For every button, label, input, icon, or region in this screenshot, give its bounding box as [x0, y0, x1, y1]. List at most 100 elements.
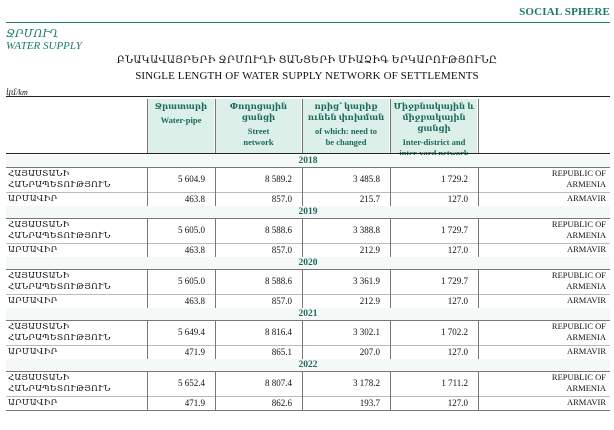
column-header: Ջրատարի Water-pipe — [148, 99, 214, 153]
column-divider — [302, 167, 303, 192]
table-title-en: SINGLE LENGTH OF WATER SUPPLY NETWORK OF… — [135, 70, 479, 82]
column-divider — [302, 294, 303, 308]
region-name-en: REPUBLIC OF ARMENIA — [552, 270, 606, 292]
column-header-am: ցանցի — [241, 112, 276, 122]
row-rule — [6, 167, 610, 168]
sphere-label: SOCIAL SPHERE — [519, 6, 610, 18]
region-name-am-line: ՀԱՆՐԱՊԵՏՈՒԹՅՈՒՆ — [8, 281, 111, 291]
column-divider — [478, 345, 479, 359]
column-divider — [215, 320, 216, 345]
column-divider — [302, 371, 303, 396]
value-cell: 212.9 — [359, 295, 380, 306]
value-cell: 8 588.6 — [265, 276, 292, 286]
column-divider — [215, 167, 216, 192]
value-cell: 3 388.8 — [353, 225, 380, 235]
region-name-en: REPUBLIC OF ARMENIA — [552, 219, 606, 241]
value-cell: 463.8 — [184, 295, 205, 306]
value-cell: 857.0 — [271, 193, 292, 204]
region-name-en-line: REPUBLIC OF — [551, 372, 606, 382]
value-cell: 8 588.6 — [265, 225, 292, 235]
region-name-am-line: ՀԱՅԱՍՏԱՆԻ — [8, 270, 70, 280]
column-divider — [215, 371, 216, 396]
value-cell: 471.9 — [184, 397, 205, 408]
value-cell: 862.6 — [271, 397, 292, 408]
column-divider — [478, 294, 479, 308]
region-name-am-line: ՀԱՆՐԱՊԵՏՈՒԹՅՈՒՆ — [8, 332, 111, 342]
value-cell: 1 729.7 — [441, 276, 468, 286]
value-cell: 1 729.2 — [441, 174, 468, 184]
value-cell: 8 589.2 — [265, 174, 292, 184]
column-divider — [478, 99, 479, 153]
row-rule — [6, 320, 610, 321]
value-cell: 127.0 — [447, 295, 468, 306]
column-divider — [302, 192, 303, 206]
column-divider — [478, 269, 479, 294]
region-name-am-line: ԱՐՄԱՎԻՐ — [8, 295, 58, 305]
row-rule — [6, 371, 610, 372]
column-divider — [390, 218, 391, 243]
column-divider — [390, 345, 391, 359]
value-cell: 8 816.4 — [265, 327, 292, 337]
column-divider — [302, 269, 303, 294]
column-divider — [147, 218, 148, 243]
row-rule — [6, 345, 610, 346]
column-divider — [215, 396, 216, 410]
region-name-en-line: ARMENIA — [566, 281, 606, 291]
region-name-am-line: ՀԱՆՐԱՊԵՏՈՒԹՅՈՒՆ — [8, 230, 111, 240]
value-cell: 127.0 — [447, 397, 468, 408]
value-cell: 865.1 — [271, 346, 292, 357]
column-divider — [302, 320, 303, 345]
value-cell: 1 729.7 — [441, 225, 468, 235]
column-divider — [390, 371, 391, 396]
value-cell: 5 605.0 — [178, 225, 205, 235]
table-header: Ջրատարի Water-pipe Փողոցային ցանցի Street net… — [0, 99, 614, 158]
region-name-am: ՀԱՅԱՍՏԱՆԻ ՀԱՆՐԱՊԵՏՈՒԹՅՈՒՆ — [8, 219, 111, 241]
column-divider — [478, 167, 479, 192]
region-name-am: ՀԱՅԱՍՏԱՆԻ ՀԱՆՐԱՊԵՏՈՒԹՅՈՒՆ — [8, 270, 111, 292]
value-cell: 127.0 — [447, 193, 468, 204]
row-rule — [6, 192, 610, 193]
year-label: 2019 — [6, 206, 610, 218]
region-name-am-line: ՀԱՆՐԱՊԵՏՈՒԹՅՈՒՆ — [8, 179, 111, 189]
column-divider — [215, 243, 216, 257]
section-title-en: WATER SUPPLY — [6, 40, 82, 52]
row-rule — [6, 294, 610, 295]
region-name-am: ԱՐՄԱՎԻՐ — [8, 295, 57, 306]
column-divider — [390, 243, 391, 257]
value-cell: 3 361.9 — [353, 276, 380, 286]
value-cell: 212.9 — [359, 244, 380, 255]
region-name-en: ARMAVIR — [567, 346, 606, 357]
region-name-am: ԱՐՄԱՎԻՐ — [8, 244, 57, 255]
region-name-en-line: ARMAVIR — [566, 346, 606, 356]
column-divider — [147, 294, 148, 308]
column-divider — [147, 320, 148, 345]
column-divider — [147, 243, 148, 257]
column-divider — [302, 99, 303, 153]
column-header-am: միջբակային ցանցի — [402, 112, 466, 133]
region-name-en: ARMAVIR — [567, 244, 606, 255]
region-name-en-line: ARMAVIR — [566, 193, 606, 203]
column-divider — [215, 218, 216, 243]
region-name-am-line: ՀԱՆՐԱՊԵՏՈՒԹՅՈՒՆ — [8, 383, 111, 393]
region-name-en-line: ARMENIA — [566, 230, 606, 240]
column-divider — [390, 99, 391, 153]
region-name-en-line: REPUBLIC OF — [551, 219, 606, 229]
column-divider — [302, 345, 303, 359]
column-header-en: Water-pipe — [160, 115, 202, 125]
value-cell: 471.9 — [184, 346, 205, 357]
row-rule — [6, 410, 610, 411]
region-name-am: ԱՐՄԱՎԻՐ — [8, 397, 57, 408]
column-header: Միջբնակային և միջբակային ցանցի Inter-distr… — [391, 99, 477, 158]
column-header: որից՝ կարիք ունեն փոխման of which: need to… — [303, 99, 389, 153]
column-divider — [147, 167, 148, 192]
column-divider — [478, 218, 479, 243]
column-header-am: Փողոցային — [229, 101, 288, 111]
region-name-am-line: ՀԱՅԱՍՏԱՆԻ — [8, 321, 70, 331]
region-name-am-line: ԱՐՄԱՎԻՐ — [8, 397, 58, 407]
column-divider — [215, 294, 216, 308]
column-divider — [478, 371, 479, 396]
column-divider — [147, 371, 148, 396]
region-name-en-line: ARMAVIR — [566, 244, 606, 254]
region-name-am-line: ԱՐՄԱՎԻՐ — [8, 346, 58, 356]
value-cell: 8 807.4 — [265, 378, 292, 388]
